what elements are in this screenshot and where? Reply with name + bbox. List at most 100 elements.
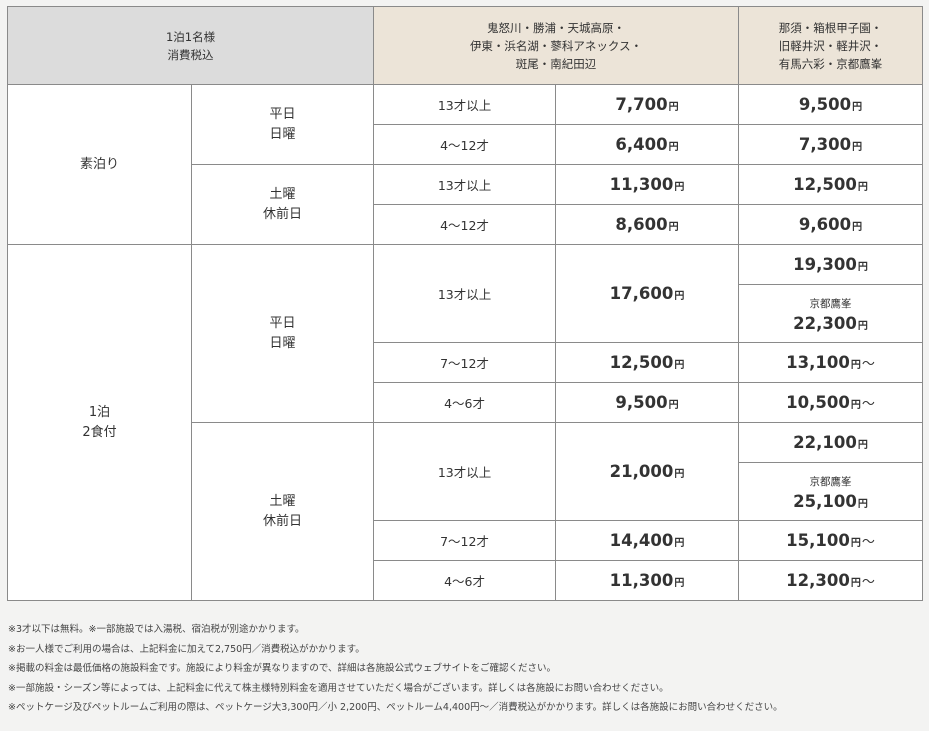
yen-unit: 円 xyxy=(668,222,679,233)
header-group-a: 鬼怒川・勝浦・天城高原・ 伊東・浜名湖・蓼科アネックス・ 斑尾・南紀田辺 xyxy=(373,6,740,85)
from-mark: 〜 xyxy=(861,575,875,590)
header-group-a-line3: 斑尾・南紀田辺 xyxy=(515,56,597,71)
price-amount: 9,600 xyxy=(798,215,852,234)
price-cell: 9,500円 xyxy=(738,84,924,125)
from-mark: 〜 xyxy=(861,357,875,372)
age-13-plus: 13才以上 xyxy=(373,422,557,521)
day-weekday-line1: 平日 xyxy=(269,106,296,122)
yen-unit: 円 xyxy=(674,291,685,302)
yen-unit: 円 xyxy=(857,262,868,273)
yen-unit: 円 xyxy=(668,142,679,153)
plan-room-only: 素泊り xyxy=(7,84,192,245)
table-row: 4〜12才 6,400円 7,300円 xyxy=(8,124,924,165)
day-saturday-line2: 休前日 xyxy=(263,206,303,222)
header-basis-line1: 1泊1名様 xyxy=(165,29,216,44)
yen-unit: 円 xyxy=(674,469,685,480)
plan-two-meals-line2: 2食付 xyxy=(82,424,117,440)
table-row: 素泊り 平日 日曜 13才以上 7,700円 9,500円 xyxy=(7,84,924,245)
price-amount: 6,400 xyxy=(615,135,668,154)
price-cell: 7,700円 xyxy=(555,84,740,125)
header-group-b-line3: 有馬六彩・京都鷹峯 xyxy=(778,56,883,71)
price-cell-kyoto: 京都鷹峯 25,100円 xyxy=(738,462,924,521)
price-cell: 14,400円 xyxy=(555,520,740,561)
yen-unit: 円 xyxy=(674,538,685,549)
price-cell: 13,100円〜 xyxy=(738,342,924,383)
age-4-12: 4〜12才 xyxy=(373,204,557,245)
yen-unit: 円 xyxy=(668,400,679,411)
yen-unit: 円 xyxy=(850,578,861,589)
age-13-plus: 13才以上 xyxy=(373,84,557,125)
price-amount: 12,300 xyxy=(786,571,850,590)
price-amount: 9,500 xyxy=(798,95,852,114)
age-4-6: 4〜6才 xyxy=(373,560,557,601)
note-line: ※掲載の料金は最低価格の施設料金です。施設により料金が異なりますので、詳細は各施… xyxy=(8,663,556,674)
header-group-b-line1: 那須・箱根甲子園・ xyxy=(778,20,883,35)
price-amount: 21,000 xyxy=(609,462,674,481)
price-cell: 7,300円 xyxy=(738,124,924,165)
header-group-a-line1: 鬼怒川・勝浦・天城高原・ xyxy=(487,20,626,35)
day-weekday: 平日 日曜 xyxy=(190,244,375,423)
price-amount: 7,700 xyxy=(615,95,668,114)
day-weekday-line2: 日曜 xyxy=(269,335,296,351)
price-cell: 6,400円 xyxy=(555,124,740,165)
table-row: 4〜12才 8,600円 9,600円 xyxy=(8,204,924,245)
day-saturday: 土曜 休前日 xyxy=(190,164,375,245)
note-line: ※一部施設・シーズン等によっては、上記料金に代えて株主様特別料金を適用させていた… xyxy=(8,682,669,694)
plan-two-meals-line1: 1泊 xyxy=(88,404,111,420)
price-cell: 19,300円 xyxy=(738,244,924,285)
price-amount: 19,300 xyxy=(793,255,857,274)
yen-unit: 円 xyxy=(674,578,685,589)
note-line: ※ペットケージ及びペットルームご利用の際は、ペットケージ大3,300円／小 2,… xyxy=(8,702,783,713)
price-cell: 17,600円 xyxy=(555,244,740,343)
price-cell: 12,500円 xyxy=(555,342,740,383)
table-header-row: 1泊1名様 消費税込 鬼怒川・勝浦・天城高原・ 伊東・浜名湖・蓼科アネックス・ … xyxy=(6,6,924,85)
price-amount: 22,100 xyxy=(793,433,857,452)
age-4-6: 4〜6才 xyxy=(373,382,557,423)
from-mark: 〜 xyxy=(861,535,875,550)
table-row: 土曜 休前日 13才以上 11,300円 12,500円 xyxy=(8,164,924,245)
price-table: 1泊1名様 消費税込 鬼怒川・勝浦・天城高原・ 伊東・浜名湖・蓼科アネックス・ … xyxy=(6,6,924,601)
price-amount: 22,300 xyxy=(793,314,857,333)
age-13-plus: 13才以上 xyxy=(373,164,557,205)
day-saturday-line1: 土曜 xyxy=(269,186,296,202)
yen-unit: 円 xyxy=(674,360,685,371)
price-cell: 12,300円〜 xyxy=(738,560,924,601)
header-group-b-line2: 旧軽井沢・軽井沢・ xyxy=(778,38,883,53)
price-cell: 22,100円 xyxy=(738,422,924,463)
price-amount: 15,100 xyxy=(786,531,850,550)
price-amount: 9,500 xyxy=(615,393,668,412)
day-saturday: 土曜 休前日 xyxy=(190,422,375,601)
price-amount: 7,300 xyxy=(798,135,852,154)
table-row: 土曜 休前日 13才以上 21,000円 22,100円 xyxy=(8,422,924,601)
yen-unit: 円 xyxy=(850,360,861,371)
yen-unit: 円 xyxy=(674,182,685,193)
price-amount: 12,500 xyxy=(609,353,674,372)
price-amount: 14,400 xyxy=(609,531,674,550)
day-saturday-line2: 休前日 xyxy=(263,513,303,529)
price-amount: 25,100 xyxy=(793,492,857,511)
yen-unit: 円 xyxy=(850,400,861,411)
day-saturday-line1: 土曜 xyxy=(269,493,296,509)
day-weekday-line1: 平日 xyxy=(269,315,296,331)
table-row: 7〜12才 14,400円 15,100 円 〜 xyxy=(8,520,924,561)
price-cell: 8,600円 xyxy=(555,204,740,245)
day-weekday: 平日 日曜 xyxy=(190,84,375,165)
price-cell-kyoto: 京都鷹峯 22,300円 xyxy=(738,284,924,343)
price-cell: 12,500円 xyxy=(738,164,924,205)
price-amount: 10,500 xyxy=(786,393,850,412)
kyoto-label: 京都鷹峯 xyxy=(809,476,852,488)
price-cell: 11,300円 xyxy=(555,164,740,205)
from-mark: 〜 xyxy=(861,397,875,412)
price-amount: 13,100 xyxy=(786,353,850,372)
age-13-plus: 13才以上 xyxy=(373,244,557,343)
plan-two-meals: 1泊 2食付 xyxy=(7,244,192,601)
price-amount: 12,500 xyxy=(793,175,857,194)
header-group-a-line2: 伊東・浜名湖・蓼科アネックス・ xyxy=(469,38,643,53)
yen-unit: 円 xyxy=(852,222,863,233)
age-7-12: 7〜12才 xyxy=(373,520,557,561)
note-line: ※3才以下は無料。※一部施設では入湯税、宿泊税が別途かかります。 xyxy=(8,624,305,635)
yen-unit: 円 xyxy=(852,142,863,153)
yen-unit: 円 xyxy=(852,102,863,113)
header-group-b: 那須・箱根甲子園・ 旧軽井沢・軽井沢・ 有馬六彩・京都鷹峯 xyxy=(738,6,924,85)
day-weekday-line2: 日曜 xyxy=(269,126,296,142)
